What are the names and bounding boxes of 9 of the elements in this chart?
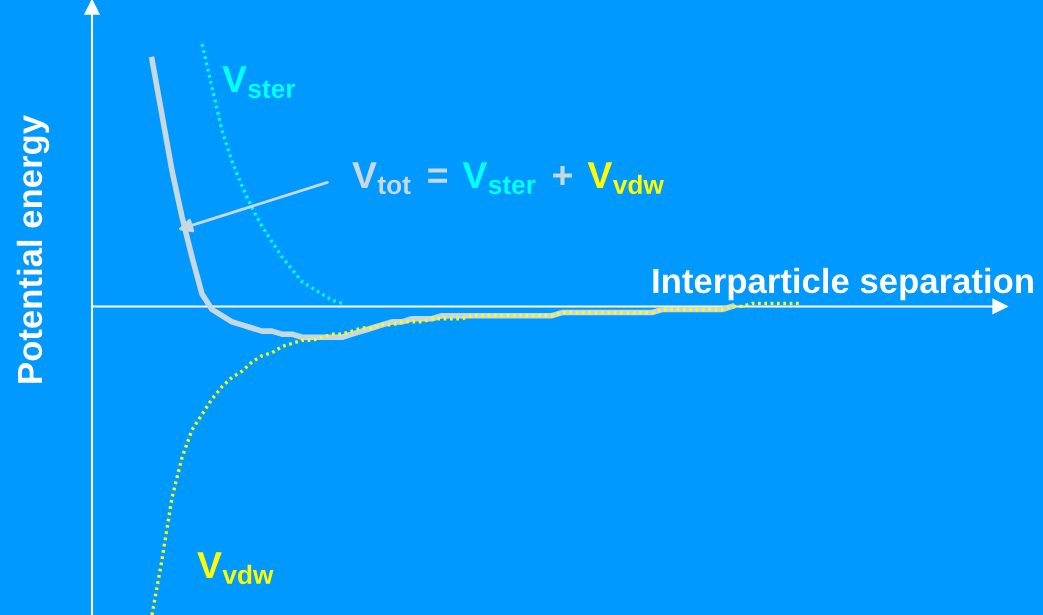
text: V$_{tot}$	[352, 162, 411, 195]
y-axis-title: Potential energy	[16, 115, 50, 383]
series-label: V$_{vdw}$	[197, 552, 274, 585]
series-label: V$_{ster}$	[222, 66, 296, 99]
annotation: V$_{ster}$	[462, 162, 536, 195]
annotation: V$_{vdw}$	[587, 162, 664, 195]
annotation: +	[553, 166, 572, 186]
annotation: =	[428, 168, 448, 183]
x-axis-title: Interparticle separation	[653, 267, 1033, 301]
